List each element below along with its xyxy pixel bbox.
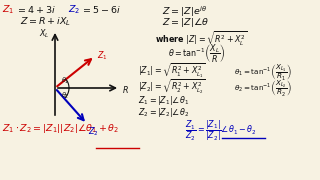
Text: $R$: $R$ [122, 84, 129, 95]
Text: $= 4 + 3i$: $= 4 + 3i$ [16, 4, 56, 15]
Text: where $|Z| = \sqrt{R^2 + X_L^2}$: where $|Z| = \sqrt{R^2 + X_L^2}$ [155, 30, 247, 48]
Text: $Z_1 \cdot Z_2 = |Z_1||Z_2|\angle\theta_1 + \theta_2$: $Z_1 \cdot Z_2 = |Z_1||Z_2|\angle\theta_… [2, 122, 119, 135]
Text: $\theta_1 = \tan^{-1}\!\left(\dfrac{X_{L_1}}{R_1}\right)$: $\theta_1 = \tan^{-1}\!\left(\dfrac{X_{L… [234, 62, 292, 82]
Text: $\theta_2$: $\theta_2$ [61, 91, 69, 101]
Text: $X_L$: $X_L$ [39, 28, 50, 40]
Text: $Z_2$: $Z_2$ [68, 4, 80, 17]
Text: $Z_1$: $Z_1$ [97, 50, 108, 62]
Text: $Z=|Z|e^{i\theta}$: $Z=|Z|e^{i\theta}$ [162, 4, 207, 19]
Text: $\theta_1$: $\theta_1$ [61, 76, 69, 86]
Text: $Z_1 = |Z_1|\angle\theta_1$: $Z_1 = |Z_1|\angle\theta_1$ [138, 94, 189, 107]
Text: $Z_2$: $Z_2$ [88, 125, 99, 138]
Text: $\dfrac{Z_1}{Z_2} = \dfrac{|Z_1|}{|Z_2|}\angle\theta_1 - \theta_2$: $\dfrac{Z_1}{Z_2} = \dfrac{|Z_1|}{|Z_2|}… [185, 118, 257, 143]
Text: $Z_1$: $Z_1$ [2, 4, 14, 17]
Text: $\theta = \tan^{-1}\!\left(\dfrac{X_L}{R}\right)$: $\theta = \tan^{-1}\!\left(\dfrac{X_L}{R… [168, 43, 225, 65]
Text: $Z=|Z|\angle\theta$: $Z=|Z|\angle\theta$ [162, 16, 209, 29]
Text: $= 5 - 6i$: $= 5 - 6i$ [81, 4, 121, 15]
Text: $|Z_2| = \sqrt{R_2^2 + X_{L_2}^2}$: $|Z_2| = \sqrt{R_2^2 + X_{L_2}^2}$ [138, 78, 205, 96]
Text: $\theta_2 = \tan^{-1}\!\left(\dfrac{X_{L_2}}{R_2}\right)$: $\theta_2 = \tan^{-1}\!\left(\dfrac{X_{L… [234, 78, 292, 98]
Text: $Z_2 = |Z_2|\angle\theta_2$: $Z_2 = |Z_2|\angle\theta_2$ [138, 106, 189, 119]
Text: $Z = R + iX_L$: $Z = R + iX_L$ [20, 16, 71, 28]
Text: $|Z_1| = \sqrt{R_1^2 + X_{L_1}^2}$: $|Z_1| = \sqrt{R_1^2 + X_{L_1}^2}$ [138, 62, 205, 80]
